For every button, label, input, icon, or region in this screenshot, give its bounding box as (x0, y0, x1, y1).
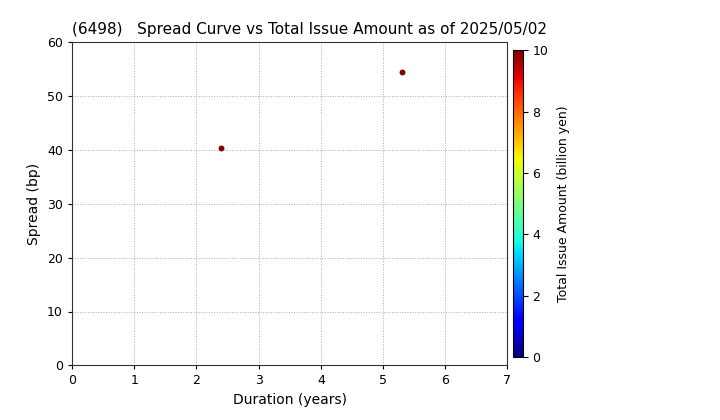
Text: (6498)   Spread Curve vs Total Issue Amount as of 2025/05/02: (6498) Spread Curve vs Total Issue Amoun… (72, 22, 547, 37)
Y-axis label: Total Issue Amount (billion yen): Total Issue Amount (billion yen) (557, 105, 570, 302)
X-axis label: Duration (years): Duration (years) (233, 393, 347, 407)
Point (215, 145, 227, 152)
Point (396, 68, 408, 75)
Y-axis label: Spread (bp): Spread (bp) (27, 163, 42, 245)
